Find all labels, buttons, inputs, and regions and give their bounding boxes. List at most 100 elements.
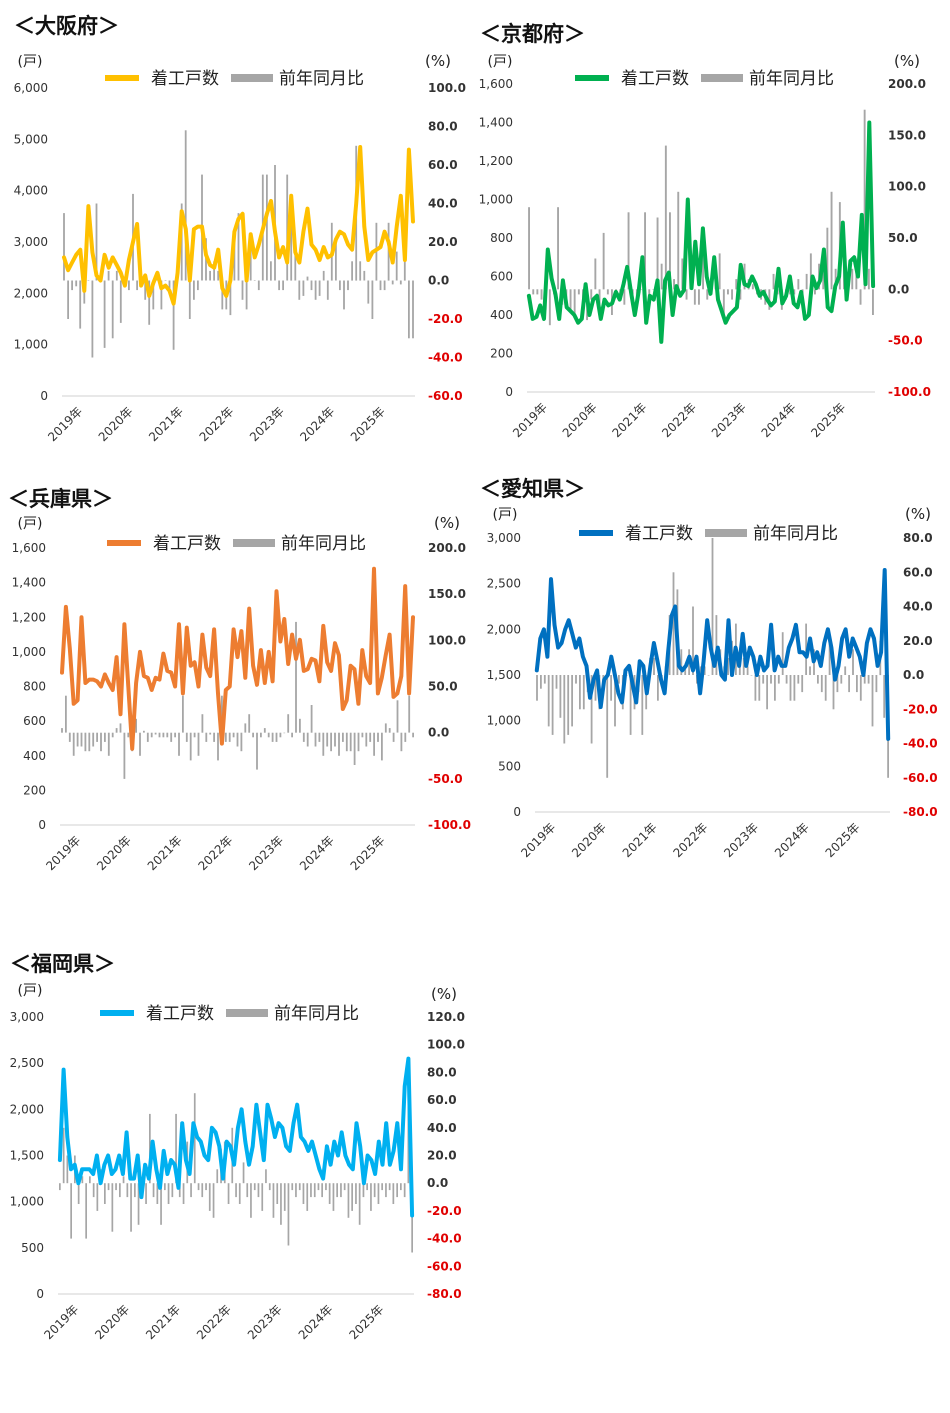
y-left-tick-label: 1,600 [12, 541, 46, 555]
yoy-bar [840, 675, 843, 684]
y-left-tick-label: 1,500 [10, 1149, 44, 1163]
yoy-bar [793, 289, 796, 295]
yoy-bar [260, 732, 262, 738]
yoy-bar [817, 675, 819, 684]
yoy-bar [391, 280, 394, 285]
yoy-bar [867, 675, 870, 684]
yoy-bar [111, 732, 114, 738]
yoy-bar [197, 1183, 200, 1191]
yoy-bar [61, 728, 63, 733]
yoy-bar [848, 675, 850, 693]
yoy-bar [551, 675, 554, 735]
yoy-bar [536, 289, 539, 295]
yoy-bar [809, 253, 812, 290]
y-left-tick-label: 500 [498, 759, 521, 773]
yoy-bar [66, 1155, 69, 1184]
yoy-bar [355, 1183, 357, 1204]
chart-panel-aichi: ＜愛知県＞ 0 500 1,000 1,500 2,000 2,500 3,000 -80.0… [475, 473, 950, 938]
yoy-bar [261, 1183, 264, 1211]
yoy-bar [373, 732, 375, 756]
y-right-unit-label: (%) [431, 985, 457, 1003]
yoy-bar [126, 1183, 129, 1198]
x-tick-label: 2024年 [759, 400, 799, 440]
yoy-bar [567, 675, 570, 735]
y-right-tick-label: 200.0 [888, 77, 926, 91]
yoy-bar [275, 732, 278, 742]
x-tick-label: 2025年 [347, 1302, 387, 1342]
x-tick-label: 2020年 [92, 1302, 132, 1342]
y-left-tick-label: 600 [23, 714, 46, 728]
yoy-bar [345, 732, 348, 752]
yoy-bar [257, 1183, 260, 1198]
yoy-bar [256, 732, 258, 770]
yoy-bar [201, 1183, 204, 1198]
legend-bar-label: 前年同月比 [749, 69, 834, 89]
yoy-bar [677, 191, 680, 290]
yoy-bar [115, 1183, 117, 1191]
yoy-bar [718, 253, 721, 290]
yoy-bar [266, 174, 268, 281]
y-right-tick-label: 60.0 [428, 158, 458, 172]
yoy-bar [332, 1183, 335, 1211]
x-tick-label: 2023年 [247, 404, 287, 444]
yoy-bar [875, 675, 878, 693]
yoy-bar [563, 675, 566, 744]
y-right-tick-label: -100.0 [888, 385, 931, 399]
y-left-tick-label: 1,200 [479, 154, 513, 168]
legend-line-label: 着工戸数 [621, 69, 689, 89]
yoy-bar [81, 1176, 84, 1184]
yoy-bar [96, 732, 98, 742]
yoy-bar [228, 732, 231, 742]
yoy-bar [279, 732, 282, 738]
y-right-tick-label: -50.0 [888, 334, 923, 348]
yoy-bar [167, 1183, 170, 1204]
yoy-bar [107, 1183, 110, 1191]
yoy-bar [282, 280, 284, 291]
x-tick-label: 2022年 [197, 404, 237, 444]
y-right-unit-label: (%) [425, 52, 451, 70]
yoy-bar [814, 289, 816, 295]
yoy-bar [276, 1183, 279, 1204]
yoy-bar [115, 270, 118, 281]
yoy-bar [238, 1183, 241, 1204]
yoy-bar [594, 258, 597, 290]
yoy-bar [353, 732, 356, 765]
y-right-tick-label: 60.0 [427, 1093, 457, 1107]
yoy-bar [217, 732, 219, 761]
yoy-bar [310, 280, 313, 291]
yoy-bar [302, 280, 305, 296]
yoy-bar [306, 732, 309, 747]
yoy-bar [366, 1183, 368, 1191]
yoy-bar [641, 675, 644, 735]
y-right-tick-label: -40.0 [903, 737, 938, 751]
y-right-tick-label: -20.0 [427, 1204, 462, 1218]
yoy-bar [111, 280, 114, 339]
y-right-tick-label: 100.0 [428, 633, 466, 647]
yoy-bar [412, 732, 414, 738]
yoy-bar [298, 280, 301, 300]
legend-bar-swatch [231, 74, 273, 82]
yoy-bar [334, 732, 336, 747]
yoy-bar [287, 714, 290, 733]
y-left-unit-label: (戸) [18, 54, 43, 70]
y-right-tick-label: -60.0 [428, 389, 463, 403]
yoy-bar [594, 675, 597, 701]
yoy-bar [122, 1176, 125, 1184]
yoy-bar [103, 280, 106, 348]
y-left-tick-label: 0 [38, 818, 46, 832]
yoy-bar [573, 289, 576, 315]
yoy-bar [715, 615, 718, 675]
yoy-bar [359, 261, 362, 281]
y-right-tick-label: 80.0 [428, 120, 458, 134]
y-right-tick-label: -60.0 [903, 771, 938, 785]
yoy-bar [164, 1183, 166, 1191]
yoy-bar [644, 212, 646, 290]
yoy-bar [834, 268, 837, 290]
yoy-bar [750, 675, 753, 676]
yoy-bar [742, 657, 745, 675]
x-tick-label: 2025年 [348, 404, 388, 444]
yoy-bar [399, 280, 402, 285]
yoy-bar [144, 280, 147, 300]
yoy-bar [197, 732, 200, 756]
yoy-bar [291, 1183, 294, 1191]
